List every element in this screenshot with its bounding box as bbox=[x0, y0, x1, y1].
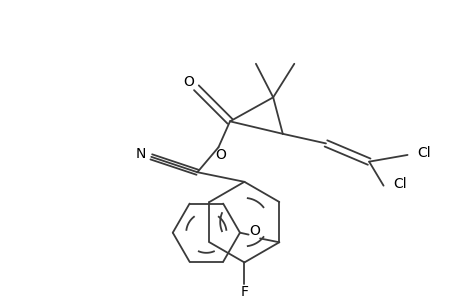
Text: Cl: Cl bbox=[416, 146, 430, 160]
Text: N: N bbox=[135, 147, 146, 161]
Text: F: F bbox=[240, 285, 248, 299]
Text: Cl: Cl bbox=[392, 177, 406, 191]
Text: O: O bbox=[183, 75, 194, 89]
Text: O: O bbox=[248, 224, 259, 238]
Text: O: O bbox=[214, 148, 225, 162]
